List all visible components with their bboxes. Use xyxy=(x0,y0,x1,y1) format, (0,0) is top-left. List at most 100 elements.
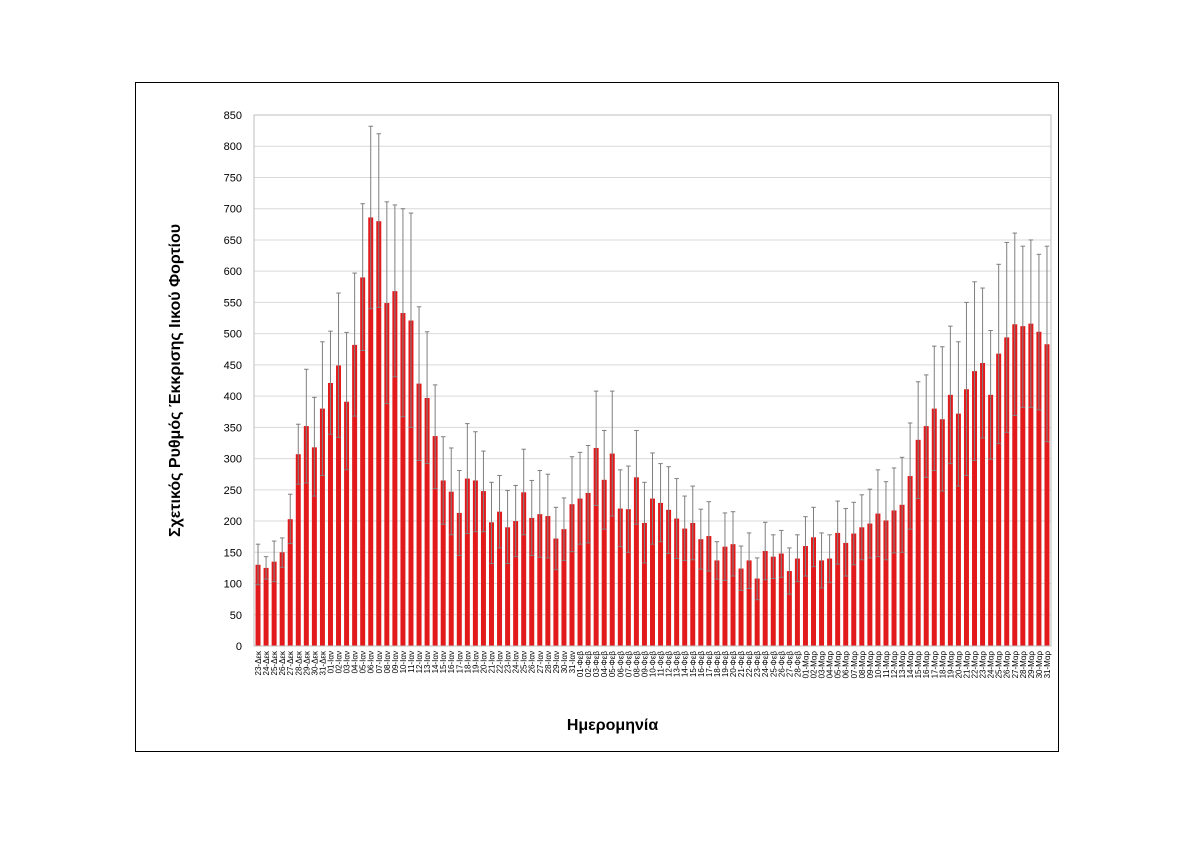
x-tick-labels: 23-Δεκ 24-Δεκ 25-Δεκ 26-Δεκ 27-Δεκ 28-Δεκ 29-Δ… xyxy=(254,650,1052,678)
bar xyxy=(344,401,350,646)
x-tick-label: 30-Μαρ xyxy=(1035,651,1044,679)
x-tick-label: 27-Ιαν xyxy=(536,651,545,673)
x-tick-label: 27-Μαρ xyxy=(1011,651,1020,679)
bar xyxy=(907,476,913,646)
bar xyxy=(891,510,897,646)
x-tick-label: 14-Ιαν xyxy=(431,651,440,673)
bar xyxy=(376,221,382,646)
y-tick-label: 100 xyxy=(224,579,242,591)
bar xyxy=(545,516,551,646)
chart-plot: 0 50 100 150 200 250 300 350 400 450 500 550 600 650 7… xyxy=(167,110,1052,734)
bar xyxy=(497,511,503,646)
x-tick-label: 04-Μαρ xyxy=(826,651,835,679)
x-tick-label: 02-Φεβ xyxy=(584,651,593,678)
y-tick-label: 150 xyxy=(224,547,242,559)
y-tick-label: 650 xyxy=(224,235,242,247)
x-tick-label: 18-Ιαν xyxy=(463,651,472,673)
x-tick-label: 19-Φεβ xyxy=(721,651,730,678)
y-tick-label: 50 xyxy=(230,610,242,622)
y-tick-label: 300 xyxy=(224,454,242,466)
x-tick-label: 09-Μαρ xyxy=(866,651,875,679)
bar xyxy=(360,277,366,646)
bar xyxy=(440,480,446,646)
x-tick-label: 14-Μαρ xyxy=(906,651,915,679)
x-tick-label: 21-Φεβ xyxy=(737,651,746,678)
x-tick-label: 18-Μαρ xyxy=(938,651,947,679)
x-tick-label: 24-Ιαν xyxy=(512,651,521,673)
bar xyxy=(955,413,961,646)
x-tick-label: 07-Ιαν xyxy=(375,651,384,673)
bar xyxy=(537,514,543,646)
x-tick-label: 25-Μαρ xyxy=(995,651,1004,679)
x-tick-label: 31-Ιαν xyxy=(568,651,577,673)
x-tick-label: 06-Ιαν xyxy=(367,651,376,673)
bar xyxy=(271,561,277,646)
bar xyxy=(488,522,494,646)
x-tick-label: 27-Δεκ xyxy=(286,650,295,675)
x-tick-label: 29-Δεκ xyxy=(302,650,311,675)
bar xyxy=(762,551,768,646)
x-tick-label: 05-Ιαν xyxy=(359,651,368,673)
bar xyxy=(682,528,688,646)
x-tick-label: 23-Ιαν xyxy=(504,651,513,673)
error-bars xyxy=(255,125,1050,601)
bar xyxy=(303,426,309,646)
bar xyxy=(794,558,800,646)
bar xyxy=(714,560,720,646)
bar xyxy=(835,532,841,646)
bar xyxy=(408,320,414,646)
bars xyxy=(255,217,1050,646)
bar xyxy=(980,363,986,646)
y-tick-label: 600 xyxy=(224,266,242,278)
x-tick-label: 13-Ιαν xyxy=(423,651,432,673)
bar xyxy=(722,546,728,646)
x-tick-label: 31-Δεκ xyxy=(318,650,327,675)
x-tick-label: 30-Ιαν xyxy=(560,651,569,673)
bar xyxy=(770,556,776,646)
x-tick-label: 17-Ιαν xyxy=(455,651,464,673)
bar xyxy=(448,491,454,646)
x-tick-label: 05-Φεβ xyxy=(608,651,617,678)
bar xyxy=(875,513,881,646)
x-tick-label: 21-Ιαν xyxy=(487,651,496,673)
x-tick-label: 28-Δεκ xyxy=(294,650,303,675)
x-tick-label: 08-Ιαν xyxy=(383,651,392,673)
bar xyxy=(279,552,285,646)
bar xyxy=(666,509,672,646)
bar xyxy=(464,478,470,646)
bar xyxy=(811,537,817,646)
bar xyxy=(529,517,535,646)
x-tick-label: 25-Φεβ xyxy=(769,651,778,678)
bar xyxy=(690,522,696,646)
x-tick-label: 28-Μαρ xyxy=(1019,651,1028,679)
x-tick-label: 27-Φεβ xyxy=(785,651,794,678)
bar xyxy=(899,504,905,646)
x-tick-label: 30-Δεκ xyxy=(310,650,319,675)
x-tick-label: 23-Μαρ xyxy=(979,651,988,679)
bar xyxy=(327,382,333,646)
bar xyxy=(819,560,825,646)
bar xyxy=(658,502,664,646)
x-tick-label: 08-Μαρ xyxy=(858,651,867,679)
bar xyxy=(802,546,808,646)
x-tick-label: 15-Μαρ xyxy=(914,651,923,679)
x-tick-label: 02-Μαρ xyxy=(810,651,819,679)
x-tick-label: 29-Μαρ xyxy=(1027,651,1036,679)
x-tick-label: 16-Μαρ xyxy=(922,651,931,679)
x-tick-label: 17-Μαρ xyxy=(930,651,939,679)
bar xyxy=(843,542,849,646)
x-tick-label: 04-Φεβ xyxy=(600,651,609,678)
bar xyxy=(883,520,889,646)
bar xyxy=(585,492,591,646)
x-tick-label: 09-Ιαν xyxy=(391,651,400,673)
bar xyxy=(674,518,680,646)
x-tick-label: 07-Φεβ xyxy=(624,651,633,678)
x-tick-label: 31-Μαρ xyxy=(1043,651,1052,679)
x-tick-label: 28-Φεβ xyxy=(793,651,802,678)
bar xyxy=(472,480,478,646)
bar xyxy=(424,397,430,646)
bar xyxy=(706,536,712,646)
bar xyxy=(263,567,269,646)
bar xyxy=(915,439,921,646)
x-tick-label: 24-Δεκ xyxy=(262,650,271,675)
